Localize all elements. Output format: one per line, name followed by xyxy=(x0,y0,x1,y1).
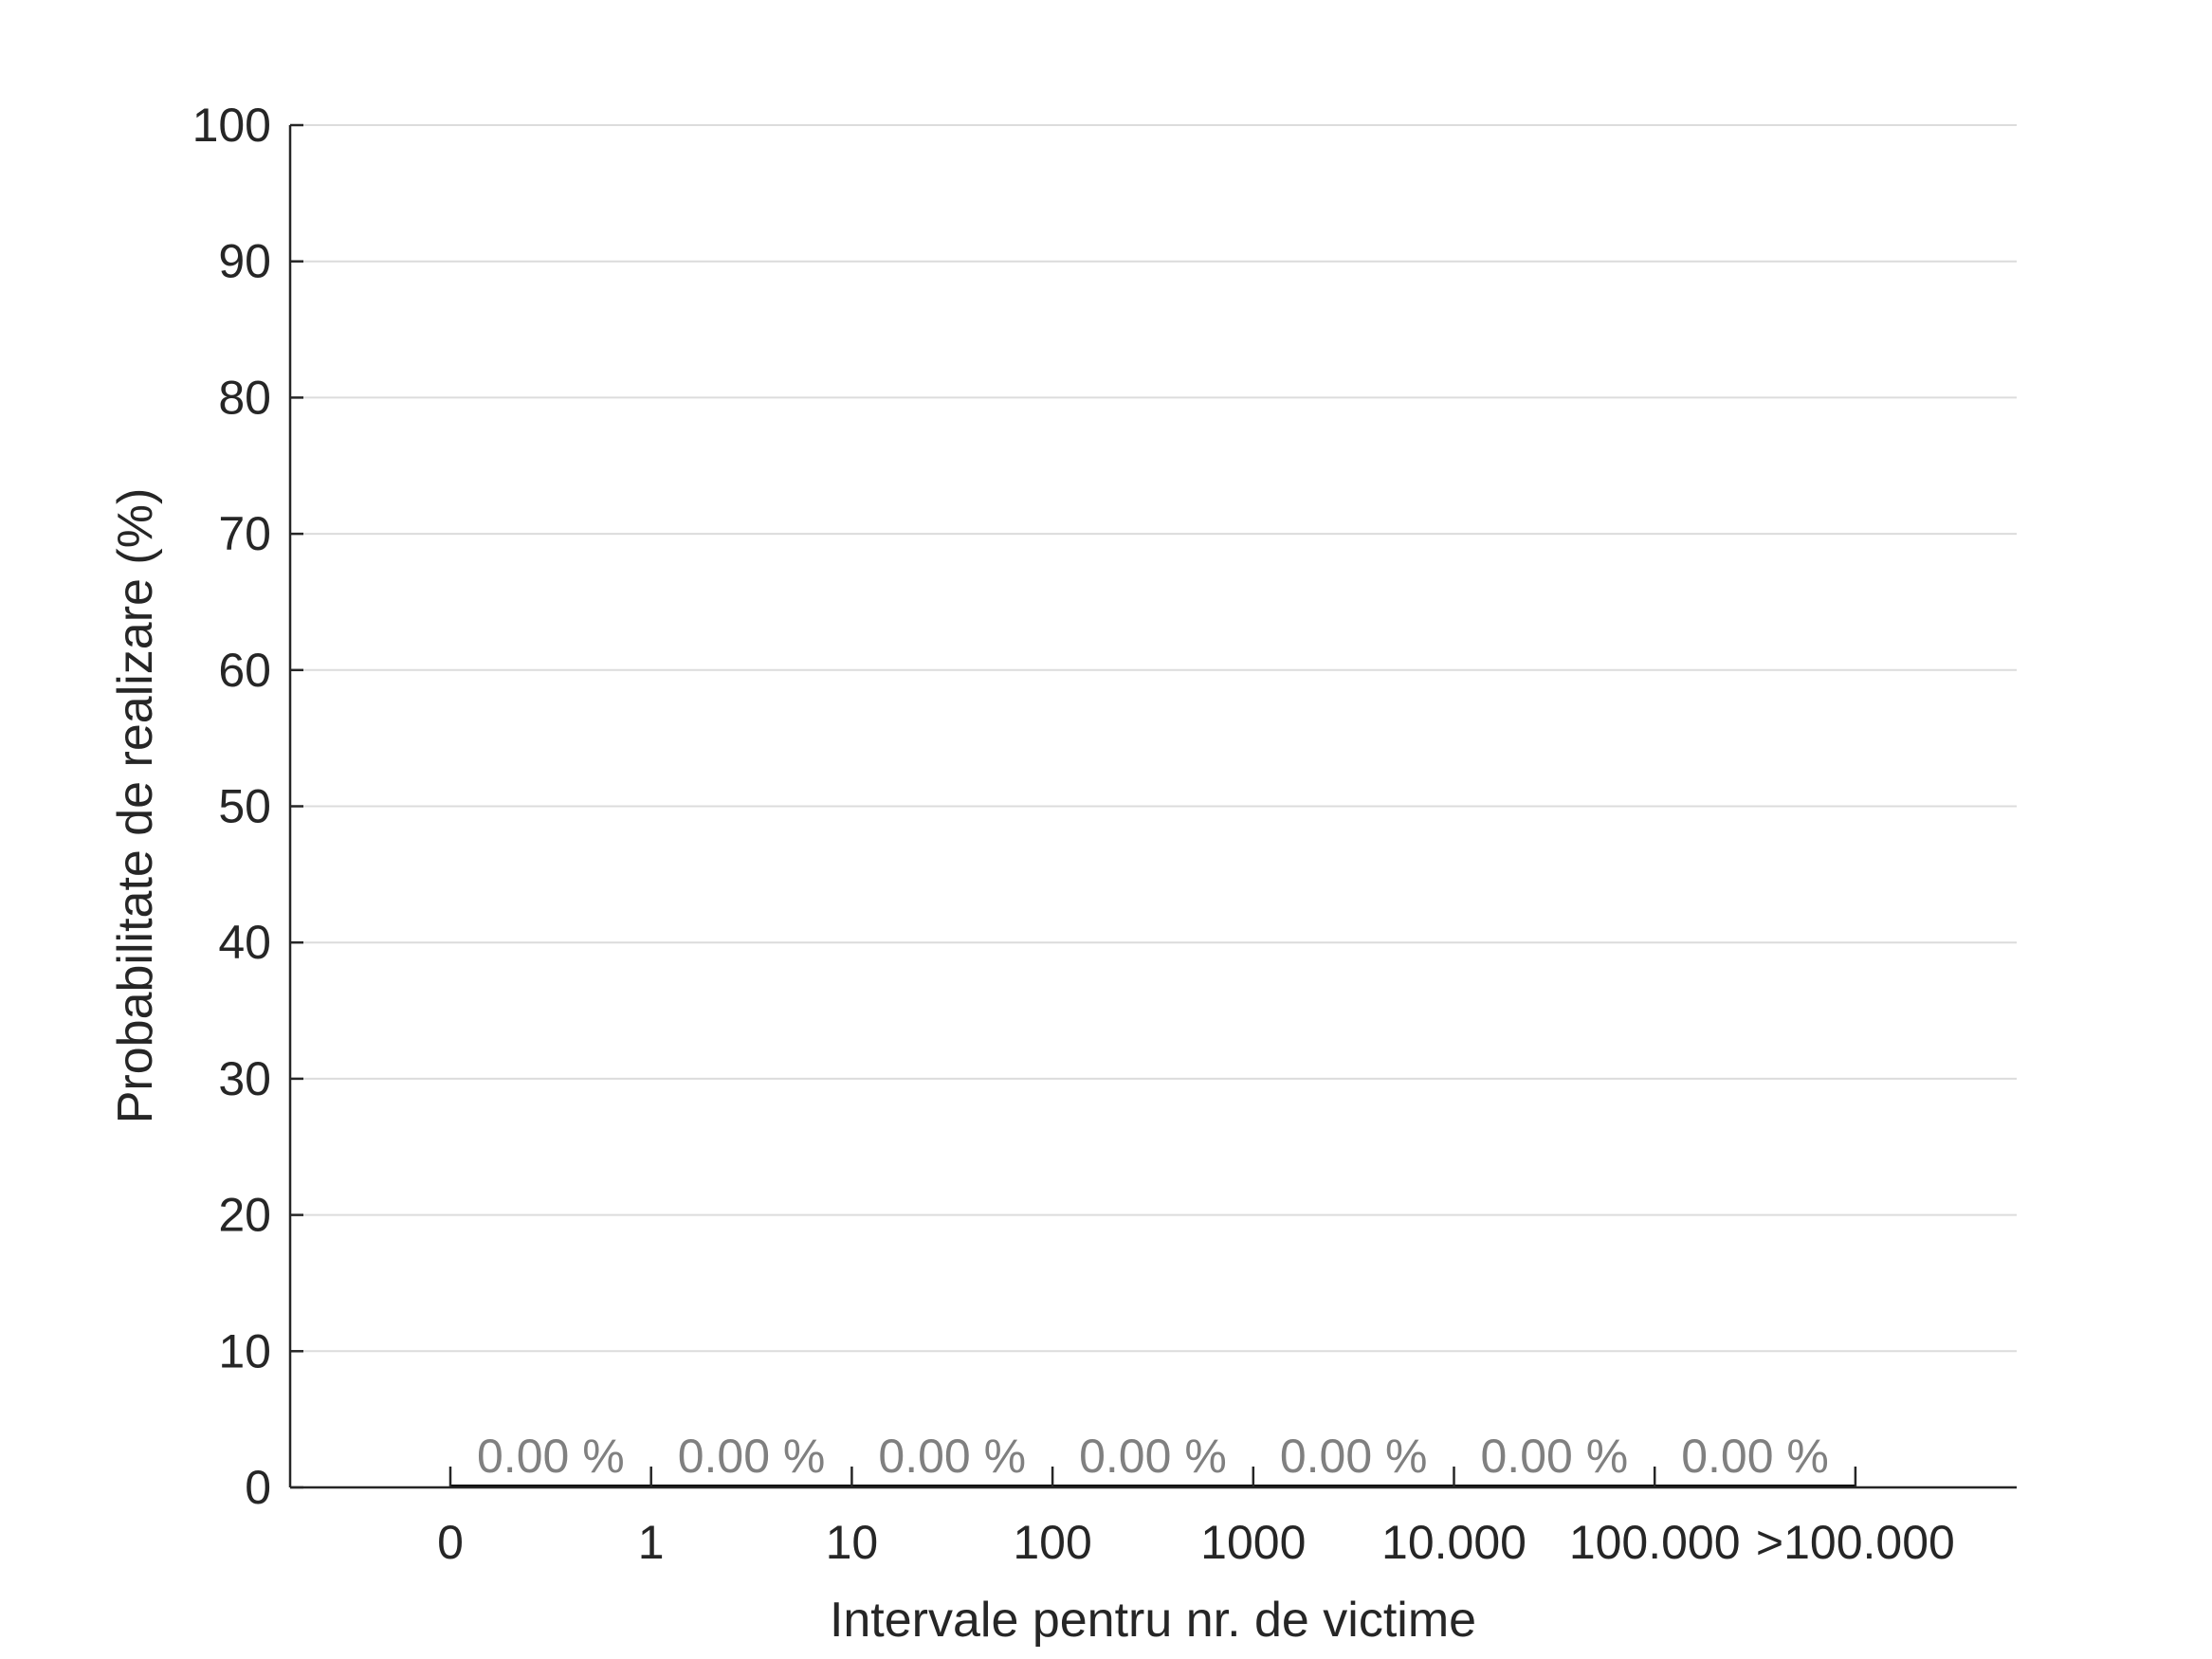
y-tick-label: 20 xyxy=(218,1189,271,1242)
x-tick-label: 100 xyxy=(1013,1516,1091,1569)
x-tick-label: 100.000 xyxy=(1569,1516,1741,1569)
y-tick-label: 40 xyxy=(218,916,271,969)
x-tick-label: >100.000 xyxy=(1756,1516,1955,1569)
y-tick-label: 0 xyxy=(245,1461,271,1514)
y-tick-label: 50 xyxy=(218,780,271,833)
y-tick-label: 30 xyxy=(218,1052,271,1105)
y-tick-label: 80 xyxy=(218,371,271,424)
data-label: 0.00 % xyxy=(878,1430,1026,1483)
data-label: 0.00 % xyxy=(1681,1430,1829,1483)
data-label: 0.00 % xyxy=(678,1430,826,1483)
x-tick-label: 10.000 xyxy=(1381,1516,1526,1569)
gridlines xyxy=(290,124,2017,1353)
data-label: 0.00 % xyxy=(1481,1430,1629,1483)
y-axis-ticks: 0 10 20 30 40 50 60 70 80 90 100 xyxy=(192,99,303,1514)
x-tick-label: 1000 xyxy=(1200,1516,1306,1569)
y-tick-label: 90 xyxy=(218,235,271,288)
x-tick-label: 10 xyxy=(826,1516,879,1569)
x-axis-label: Intervale pentru nr. de victime xyxy=(830,1593,1476,1648)
y-tick-label: 100 xyxy=(192,99,271,152)
data-label: 0.00 % xyxy=(1280,1430,1428,1483)
x-axis-ticks: 0 1 10 100 1000 10.000 100.000 >100.000 xyxy=(437,1467,1955,1569)
x-tick-label: 1 xyxy=(638,1516,665,1569)
x-tick-label: 0 xyxy=(437,1516,464,1569)
y-tick-label: 10 xyxy=(218,1324,271,1377)
y-axis-label: Probabilitate de realizare (%) xyxy=(108,488,163,1124)
y-tick-label: 60 xyxy=(218,644,271,697)
data-label: 0.00 % xyxy=(477,1430,625,1483)
data-label: 0.00 % xyxy=(1079,1430,1227,1483)
y-tick-label: 70 xyxy=(218,507,271,560)
data-labels: 0.00 % 0.00 % 0.00 % 0.00 % 0.00 % 0.00 % 0.00… xyxy=(477,1430,1829,1483)
